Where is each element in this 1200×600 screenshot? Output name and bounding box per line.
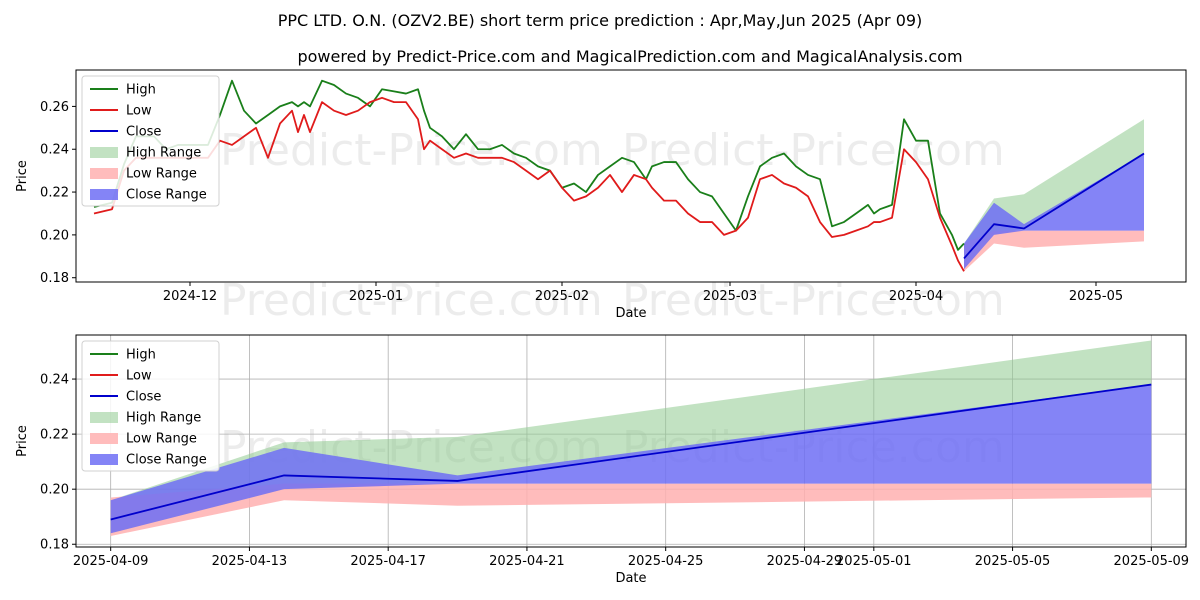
legend: High Low Close High Range Low Range Close Ran… bbox=[81, 75, 220, 207]
main-price-panel: Predict-Price.com Predict-Price.com Predic… bbox=[15, 69, 1187, 326]
x-tick-label: 2025-01 bbox=[349, 289, 403, 304]
x-tick-label: 2025-04-25 bbox=[628, 554, 704, 569]
y-axis-label: Price bbox=[15, 425, 30, 457]
x-tick-label: 2025-04 bbox=[889, 289, 943, 304]
x-tick-label: 2025-04-13 bbox=[212, 554, 288, 569]
watermark-text: Predict-Price.com bbox=[622, 275, 1005, 326]
chart-title: PPC LTD. O.N. (OZV2.BE) short term price… bbox=[278, 11, 923, 30]
x-tick-label: 2025-05-09 bbox=[1114, 554, 1190, 569]
watermark-text: Predict-Price.com bbox=[622, 125, 1005, 176]
y-axis-label: Price bbox=[15, 160, 30, 192]
legend: High Low Close High Range Low Range Close Ran… bbox=[81, 340, 220, 472]
forecast-zoom-panel: Predict-Price.comPredict-Price.com0.180.… bbox=[15, 334, 1190, 586]
close-range-legend-swatch bbox=[90, 189, 118, 200]
axes-frame bbox=[75, 69, 1187, 283]
y-tick-label: 0.24 bbox=[40, 143, 69, 158]
x-tick-label: 2025-03 bbox=[703, 289, 757, 304]
legend-label: High Range bbox=[126, 411, 201, 426]
x-tick-label: 2025-02 bbox=[535, 289, 589, 304]
y-tick-label: 0.18 bbox=[40, 538, 69, 553]
y-tick-label: 0.20 bbox=[40, 228, 69, 243]
y-tick-label: 0.20 bbox=[40, 483, 69, 498]
high-series-line bbox=[93, 79, 965, 251]
high-range-legend-swatch bbox=[90, 412, 118, 423]
close-range-area bbox=[110, 384, 1152, 534]
low-range-area bbox=[964, 230, 1144, 272]
high-range-legend-swatch bbox=[90, 147, 118, 158]
axes-frame bbox=[75, 334, 1187, 548]
legend-label: High bbox=[126, 348, 156, 363]
low-range-area bbox=[110, 483, 1152, 536]
watermark-text: Predict-Price.com bbox=[220, 275, 603, 326]
legend-label: Low Range bbox=[126, 432, 197, 447]
plot-area bbox=[76, 70, 1186, 282]
legend-label: Low bbox=[126, 104, 152, 119]
x-axis-label: Date bbox=[615, 571, 646, 586]
legend-label: Close Range bbox=[126, 453, 207, 468]
y-tick-label: 0.26 bbox=[40, 100, 69, 115]
y-tick-label: 0.24 bbox=[40, 373, 69, 388]
chart-subtitle: powered by Predict-Price.com and Magical… bbox=[297, 47, 962, 66]
legend-label: Close bbox=[126, 390, 161, 405]
legend-label: High Range bbox=[126, 146, 201, 161]
low-range-legend-swatch bbox=[90, 433, 118, 444]
x-tick-label: 2024-12 bbox=[163, 289, 217, 304]
x-tick-label: 2025-04-21 bbox=[489, 554, 565, 569]
legend-label: Low Range bbox=[126, 167, 197, 182]
y-tick-label: 0.22 bbox=[40, 186, 69, 201]
legend-label: Close bbox=[126, 125, 161, 140]
legend-label: High bbox=[126, 83, 156, 98]
x-tick-label: 2025-05 bbox=[1069, 289, 1123, 304]
legend-label: Low bbox=[126, 369, 152, 384]
x-tick-label: 2025-04-09 bbox=[73, 554, 149, 569]
x-tick-label: 2025-04-17 bbox=[350, 554, 426, 569]
x-axis-label: Date bbox=[615, 306, 646, 321]
x-tick-label: 2025-04-29 bbox=[767, 554, 843, 569]
x-tick-label: 2025-05-05 bbox=[975, 554, 1051, 569]
y-tick-label: 0.18 bbox=[40, 271, 69, 286]
legend-label: Close Range bbox=[126, 188, 207, 203]
close-series-line bbox=[110, 383, 1152, 521]
close-range-legend-swatch bbox=[90, 454, 118, 465]
low-series-line bbox=[93, 96, 965, 272]
y-tick-label: 0.22 bbox=[40, 428, 69, 443]
close-series-line bbox=[963, 152, 1145, 260]
x-tick-label: 2025-05-01 bbox=[836, 554, 912, 569]
low-range-legend-swatch bbox=[90, 168, 118, 179]
